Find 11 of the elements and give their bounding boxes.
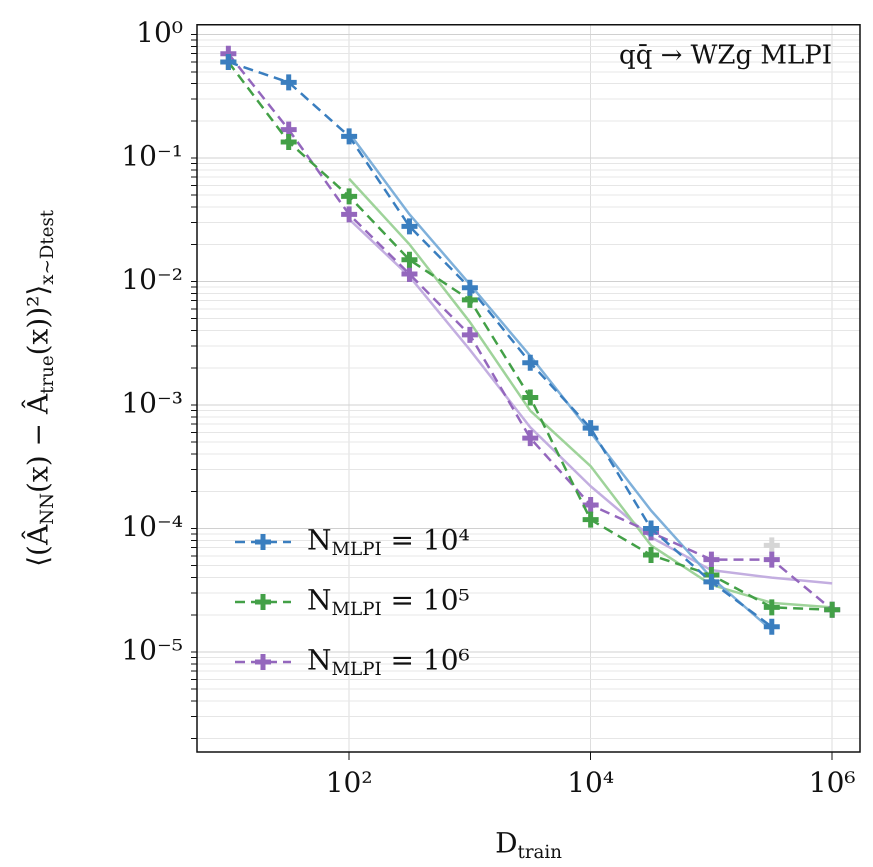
- annotation: qq̄ → WZg MLPI: [619, 40, 832, 71]
- x-tick-label: 10⁶: [808, 766, 856, 800]
- y-tick-label: 10⁻²: [121, 262, 183, 296]
- y-tick-label: 10⁰: [136, 16, 183, 49]
- y-axis-title: ⟨(ÂNN(x) − Âtrue(x))²⟩x∼Dtest: [21, 209, 58, 567]
- x-tick-label: 10⁴: [567, 766, 614, 800]
- x-tick-label: 10²: [326, 766, 373, 800]
- y-tick-label: 10⁻⁵: [121, 633, 183, 666]
- y-tick-label: 10⁻⁴: [121, 510, 183, 543]
- y-tick-label: 10⁻¹: [121, 139, 183, 172]
- y-tick-label: 10⁻³: [121, 386, 183, 420]
